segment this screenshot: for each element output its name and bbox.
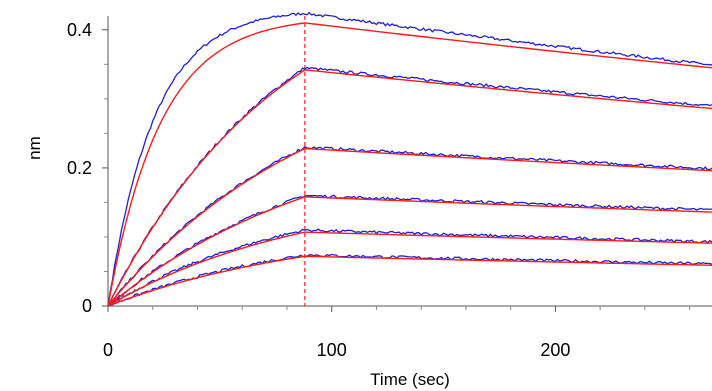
- y-axis-title: nm: [25, 136, 44, 160]
- x-tick-label: 0: [103, 340, 113, 360]
- plot-area: [107, 11, 712, 307]
- measured-trace-2: [107, 66, 712, 307]
- y-tick-label: 0.4: [67, 20, 92, 40]
- y-axis-ticks: 0 0.2 0.4: [67, 20, 108, 316]
- fit-curve-5: [107, 231, 712, 307]
- fit-curve-6: [107, 255, 712, 307]
- fit-curve-1: [107, 22, 712, 307]
- fit-curve-2: [107, 69, 712, 307]
- measured-trace-5: [107, 228, 712, 307]
- x-tick-label: 200: [540, 340, 570, 360]
- y-tick-label: 0: [82, 296, 92, 316]
- measured-trace-1: [107, 11, 712, 307]
- fit-curve-3: [107, 147, 712, 307]
- measured-trace-4: [107, 194, 712, 307]
- x-tick-label: 100: [317, 340, 347, 360]
- x-axis-title: Time (sec): [370, 370, 450, 389]
- fit-curve-4: [107, 196, 712, 307]
- measured-trace-3: [107, 145, 712, 307]
- x-axis-ticks: 0 100 200: [103, 306, 691, 360]
- y-tick-label: 0.2: [67, 158, 92, 178]
